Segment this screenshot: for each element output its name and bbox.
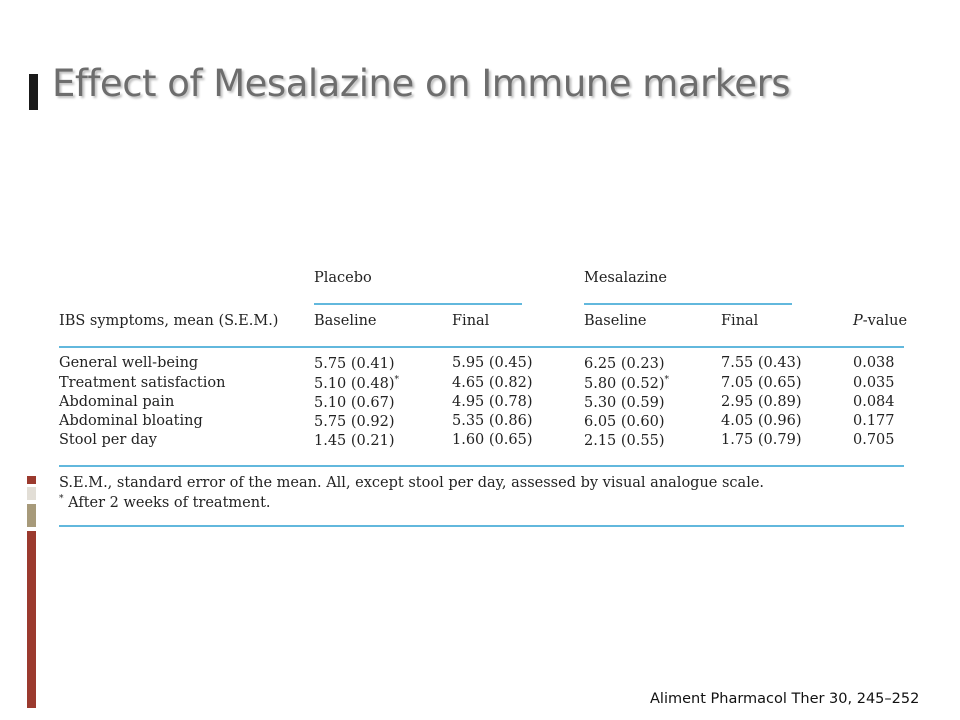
mesalazine-group-rule: [584, 303, 792, 305]
row-label-header: IBS symptoms, mean (S.E.M.): [59, 313, 279, 329]
col-header-mesalazine-final: Final: [721, 313, 759, 329]
row-label: Treatment satisfaction: [59, 375, 226, 391]
header-rule: [59, 346, 904, 348]
placebo-group-rule: [314, 303, 522, 305]
col-header-mesalazine-baseline: Baseline: [584, 313, 647, 329]
side-accent-segment-4: [27, 531, 36, 708]
body-bottom-rule: [59, 465, 904, 467]
cell-placebo-baseline: 5.10 (0.67): [314, 394, 395, 411]
cell-placebo-baseline: 5.75 (0.92): [314, 413, 395, 430]
cell-placebo-baseline: 1.45 (0.21): [314, 432, 395, 449]
cell-mesalazine-final: 7.55 (0.43): [721, 355, 802, 371]
cell-mesalazine-baseline: 6.05 (0.60): [584, 413, 665, 430]
cell-mesalazine-final: 7.05 (0.65): [721, 375, 802, 391]
row-label: Abdominal pain: [59, 394, 175, 410]
group-header-placebo: Placebo: [314, 270, 372, 286]
cell-mesalazine-baseline: 5.30 (0.59): [584, 394, 665, 411]
cell-mesalazine-final: 2.95 (0.89): [721, 394, 802, 410]
cell-placebo-final: 4.95 (0.78): [452, 394, 533, 410]
side-accent-segment-3: [27, 504, 36, 527]
row-label: Abdominal bloating: [59, 413, 203, 429]
cell-placebo-final: 5.35 (0.86): [452, 413, 533, 429]
side-accent-segment-2: [27, 487, 36, 500]
group-header-mesalazine: Mesalazine: [584, 270, 667, 286]
cell-placebo-baseline: 5.75 (0.41): [314, 355, 395, 372]
cell-placebo-final: 4.65 (0.82): [452, 375, 533, 391]
cell-placebo-final: 1.60 (0.65): [452, 432, 533, 448]
row-label: Stool per day: [59, 432, 157, 448]
footnote-sem: S.E.M., standard error of the mean. All,…: [59, 475, 765, 491]
slide-title: Effect of Mesalazine on Immune markers: [52, 62, 791, 105]
cell-p-value: 0.705: [853, 432, 895, 448]
cell-mesalazine-final: 4.05 (0.96): [721, 413, 802, 429]
citation: Aliment Pharmacol Ther 30, 245–252: [650, 691, 920, 707]
cell-placebo-baseline: 5.10 (0.48)*: [314, 375, 399, 392]
side-accent-segment-1: [27, 476, 36, 484]
cell-placebo-final: 5.95 (0.45): [452, 355, 533, 371]
cell-mesalazine-baseline: 5.80 (0.52)*: [584, 375, 669, 392]
col-header-placebo-final: Final: [452, 313, 490, 329]
cell-p-value: 0.084: [853, 394, 895, 410]
cell-mesalazine-final: 1.75 (0.79): [721, 432, 802, 448]
cell-p-value: 0.177: [853, 413, 895, 429]
footnote-asterisk: * After 2 weeks of treatment.: [59, 494, 271, 511]
title-accent-bar: [29, 74, 38, 110]
cell-mesalazine-baseline: 2.15 (0.55): [584, 432, 665, 449]
col-header-placebo-baseline: Baseline: [314, 313, 377, 329]
cell-mesalazine-baseline: 6.25 (0.23): [584, 355, 665, 372]
table-bottom-rule: [59, 525, 904, 527]
cell-p-value: 0.038: [853, 355, 895, 371]
row-label: General well-being: [59, 355, 199, 371]
cell-p-value: 0.035: [853, 375, 895, 391]
col-header-p-value: P-value: [853, 313, 908, 329]
